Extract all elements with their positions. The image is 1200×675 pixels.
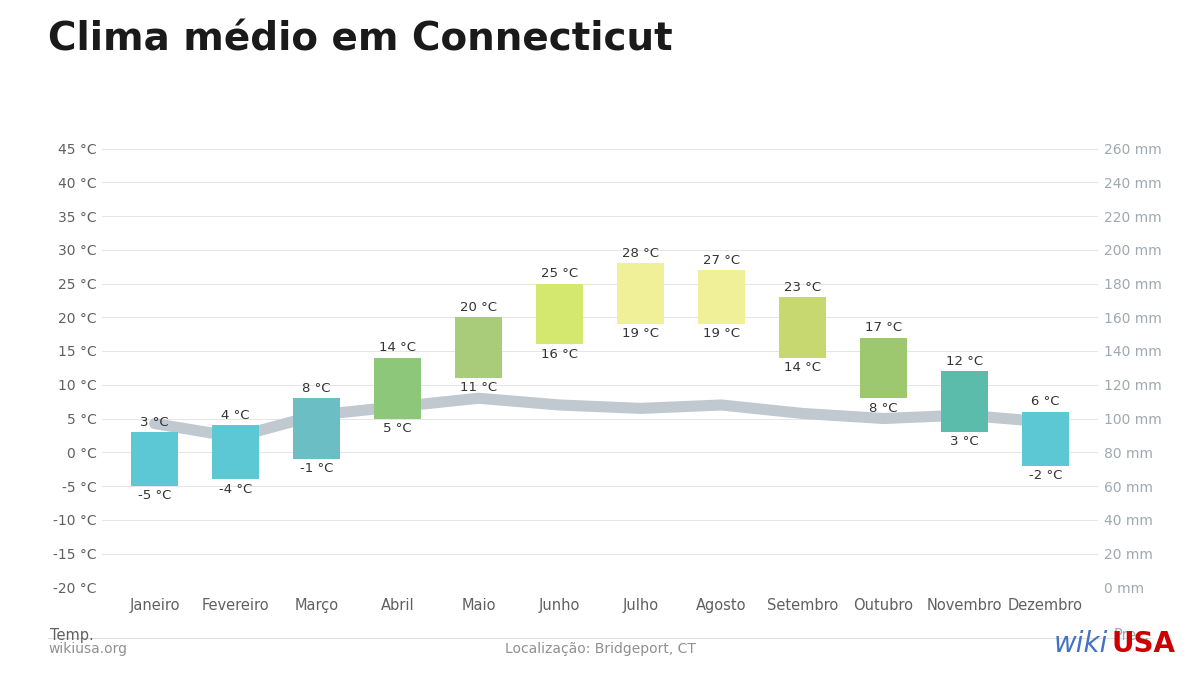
Bar — [374, 358, 421, 418]
Text: 19 °C: 19 °C — [703, 327, 740, 340]
Text: 20 °C: 20 °C — [460, 301, 497, 314]
Text: 3 °C: 3 °C — [950, 435, 979, 448]
Text: 4 °C: 4 °C — [221, 409, 250, 422]
Text: -4 °C: -4 °C — [218, 483, 252, 495]
Text: 3 °C: 3 °C — [140, 416, 169, 429]
Bar — [617, 263, 664, 324]
Text: 8 °C: 8 °C — [869, 402, 898, 414]
Bar — [1022, 412, 1069, 466]
Text: 27 °C: 27 °C — [703, 254, 740, 267]
Bar — [212, 425, 259, 479]
Text: 14 °C: 14 °C — [379, 342, 416, 354]
Bar — [779, 297, 826, 358]
Text: 5 °C: 5 °C — [383, 422, 412, 435]
Text: 17 °C: 17 °C — [865, 321, 902, 334]
Bar — [698, 270, 745, 324]
Text: Clima médio em Connecticut: Clima médio em Connecticut — [48, 20, 673, 58]
Bar — [455, 317, 502, 378]
Text: 11 °C: 11 °C — [460, 381, 497, 394]
Text: -2 °C: -2 °C — [1028, 469, 1062, 482]
Text: wikiusa.org: wikiusa.org — [48, 642, 127, 656]
Text: 16 °C: 16 °C — [541, 348, 578, 360]
Text: Temp.: Temp. — [50, 628, 94, 643]
Text: wiki: wiki — [1054, 630, 1108, 658]
Text: -1 °C: -1 °C — [300, 462, 334, 475]
Text: 14 °C: 14 °C — [784, 361, 821, 374]
Text: 23 °C: 23 °C — [784, 281, 821, 294]
Text: Localização: Bridgeport, CT: Localização: Bridgeport, CT — [504, 642, 696, 656]
Text: 28 °C: 28 °C — [622, 247, 659, 260]
Bar — [131, 432, 178, 486]
Bar — [293, 398, 340, 459]
Bar — [536, 284, 583, 344]
Bar — [860, 338, 907, 398]
Text: 6 °C: 6 °C — [1031, 396, 1060, 408]
Bar — [941, 371, 988, 432]
Text: 19 °C: 19 °C — [622, 327, 659, 340]
Text: Prec.: Prec. — [1114, 628, 1150, 643]
Text: 12 °C: 12 °C — [946, 355, 983, 368]
Text: 25 °C: 25 °C — [541, 267, 578, 280]
Text: USA: USA — [1111, 630, 1175, 658]
Text: -5 °C: -5 °C — [138, 489, 172, 502]
Text: 8 °C: 8 °C — [302, 382, 331, 395]
